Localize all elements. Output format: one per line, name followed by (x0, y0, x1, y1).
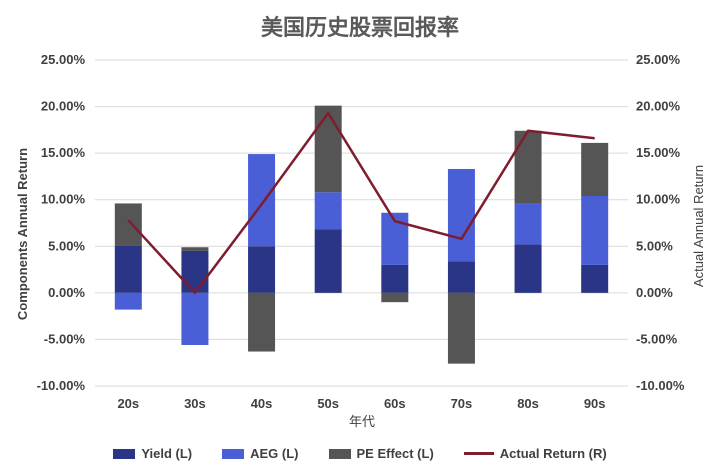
legend-item-pe-effect: PE Effect (L) (328, 446, 434, 461)
bar-yield-40s (248, 246, 276, 293)
bar-aeg-30s (181, 292, 209, 346)
legend-label-pe-effect: PE Effect (L) (356, 446, 434, 461)
bar-aeg-50s (314, 192, 342, 230)
right-tick-label: 20.00% (636, 99, 681, 114)
bar-yield-60s (381, 264, 409, 293)
chart-title: 美国历史股票回报率 (260, 16, 459, 41)
left-tick-label: 20.00% (41, 99, 86, 114)
legend: Yield (L) AEG (L) PE Effect (L) Actual R… (0, 446, 720, 461)
bar-aeg-70s (447, 168, 475, 262)
bar-aeg-40s (248, 154, 276, 247)
actual-return-line (127, 111, 595, 295)
bar-aeg-90s (581, 195, 609, 265)
x-tick-label: 80s (517, 396, 539, 411)
left-tick-label: -10.00% (37, 378, 86, 393)
bars (114, 105, 609, 364)
right-tick-label: -10.00% (636, 378, 685, 393)
left-axis-ticks: -10.00% -5.00% 0.00% 5.00% 10.00% 15.00% 20.00… (37, 52, 86, 393)
x-tick-label: 60s (384, 396, 406, 411)
right-tick-label: 5.00% (636, 238, 673, 253)
x-tick-label: 30s (184, 396, 206, 411)
chart-plot: -10.00% -5.00% 0.00% 5.00% 10.00% 15.00% 20.00… (15, 52, 706, 429)
bar-yield-20s (114, 245, 142, 293)
bar-pe-80s (514, 130, 542, 204)
bar-aeg-80s (514, 203, 542, 245)
bar-yield-90s (581, 264, 609, 293)
left-tick-label: 0.00% (48, 285, 85, 300)
right-tick-label: 10.00% (636, 192, 681, 207)
right-tick-label: -5.00% (636, 331, 678, 346)
legend-swatch-actual-return (463, 452, 494, 455)
legend-item-aeg: AEG (L) (222, 446, 299, 461)
legend-label-yield: Yield (L) (141, 446, 193, 461)
bar-yield-80s (514, 244, 542, 293)
x-tick-label: 70s (451, 396, 473, 411)
bar-pe-60s (381, 292, 409, 303)
bar-yield-30s (181, 250, 209, 293)
left-tick-label: 10.00% (41, 192, 86, 207)
actual-return-polyline (127, 111, 595, 295)
left-tick-label: 5.00% (48, 238, 85, 253)
legend-label-aeg: AEG (L) (250, 446, 299, 461)
bar-pe-50s (314, 105, 342, 193)
right-axis-ticks: -10.00% -5.00% 0.00% 5.00% 10.00% 15.00% 20.00… (636, 52, 685, 393)
x-tick-label: 50s (317, 396, 339, 411)
left-tick-label: 25.00% (41, 52, 86, 67)
bar-pe-20s (114, 203, 142, 246)
x-axis-ticks: 20s 30s 40s 50s 60s 70s 80s 90s (117, 396, 605, 411)
right-tick-label: 25.00% (636, 52, 681, 67)
left-axis-title: Components Annual Return (15, 148, 30, 320)
bar-yield-70s (447, 261, 475, 293)
bar-pe-90s (581, 142, 609, 196)
left-tick-label: 15.00% (41, 145, 86, 160)
bar-pe-30s (181, 247, 209, 251)
legend-item-yield: Yield (L) (113, 446, 192, 461)
bar-aeg-20s (114, 292, 142, 310)
legend-swatch-pe-effect (328, 448, 351, 459)
right-axis-title: Actual Annual Return (691, 165, 706, 287)
x-axis-title: 年代 (349, 414, 375, 429)
x-tick-label: 40s (251, 396, 273, 411)
legend-label-actual-return: Actual Return (R) (499, 446, 607, 461)
bar-yield-50s (314, 229, 342, 293)
legend-swatch-yield (113, 448, 136, 459)
legend-swatch-aeg (222, 448, 245, 459)
x-tick-label: 90s (584, 396, 606, 411)
x-tick-label: 20s (117, 396, 139, 411)
right-tick-label: 15.00% (636, 145, 681, 160)
left-tick-label: -5.00% (44, 331, 86, 346)
bar-pe-40s (248, 292, 276, 352)
bar-pe-70s (447, 292, 475, 364)
right-tick-label: 0.00% (636, 285, 673, 300)
legend-item-actual-return: Actual Return (R) (463, 446, 607, 461)
gridlines (95, 59, 628, 387)
